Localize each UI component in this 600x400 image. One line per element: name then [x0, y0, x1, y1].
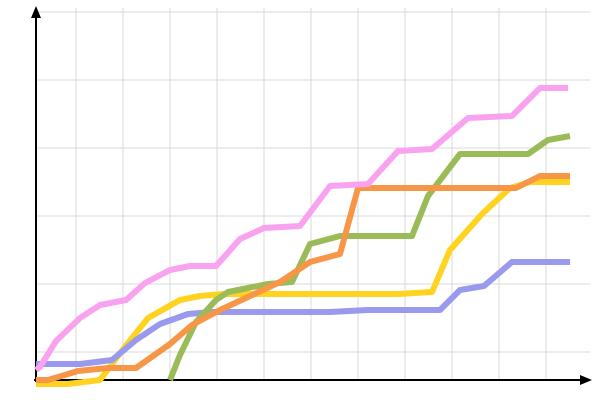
- chart-axes: [31, 6, 592, 385]
- y-axis-arrow-icon: [31, 6, 41, 18]
- series-line-purple: [36, 259, 570, 367]
- x-axis-arrow-icon: [580, 375, 592, 385]
- series-line-pink: [34, 85, 568, 373]
- data-series-group: [34, 85, 571, 387]
- horizontal-gridlines: [36, 11, 590, 353]
- series-line-green: [167, 133, 571, 382]
- vertical-gridlines: [75, 8, 547, 380]
- series-line-orange: [36, 173, 570, 383]
